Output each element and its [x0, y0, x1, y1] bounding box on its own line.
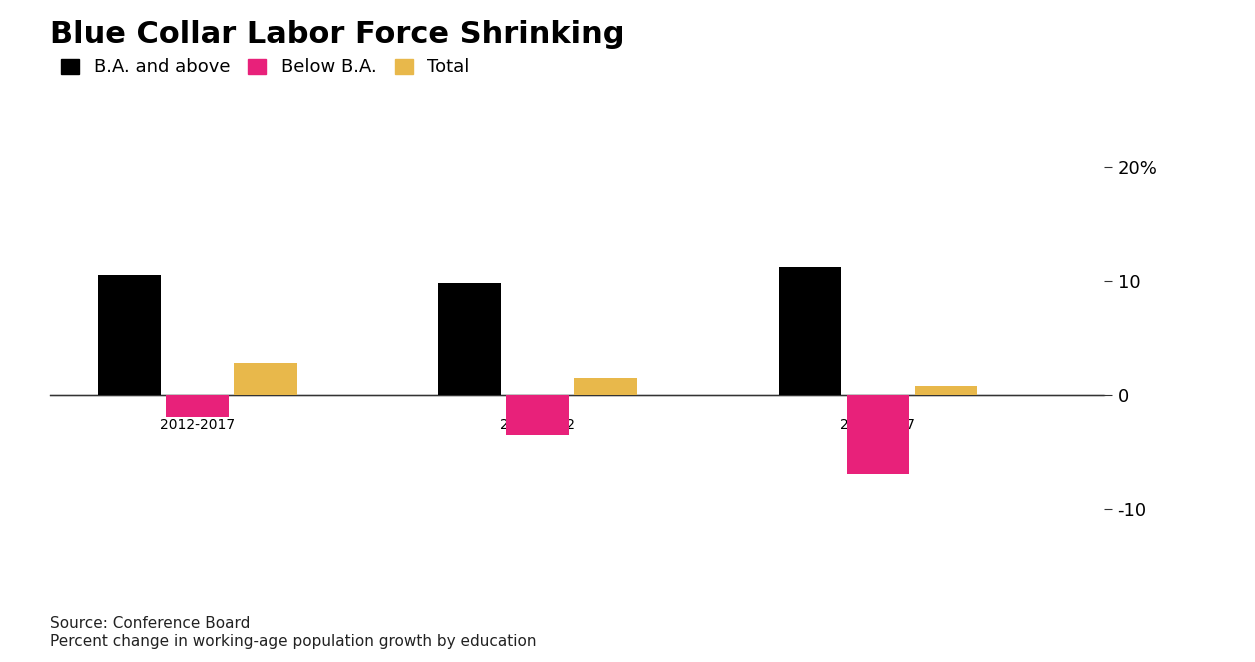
Text: Source: Conference Board
Percent change in working-age population growth by educ: Source: Conference Board Percent change …	[50, 616, 537, 649]
Bar	[235, 363, 296, 395]
Bar	[98, 275, 161, 395]
Bar	[778, 267, 841, 395]
Bar	[438, 283, 501, 395]
Bar	[167, 395, 228, 418]
Bar	[507, 395, 569, 434]
Bar	[847, 395, 909, 475]
Legend: B.A. and above, Below B.A., Total: B.A. and above, Below B.A., Total	[54, 51, 477, 83]
Bar	[575, 377, 636, 395]
Bar	[915, 385, 976, 395]
Text: Blue Collar Labor Force Shrinking: Blue Collar Labor Force Shrinking	[50, 20, 625, 49]
